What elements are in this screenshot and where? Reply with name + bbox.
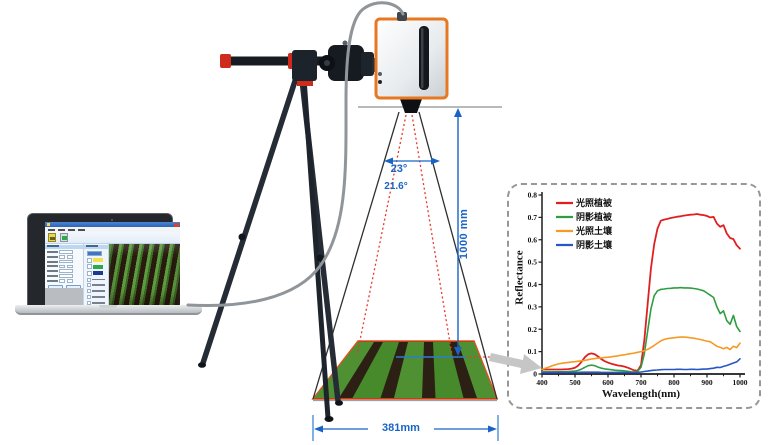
form-row [46, 259, 81, 264]
svg-text:光照土壤: 光照土壤 [575, 225, 613, 236]
height-dim-label: 1000 mm [458, 208, 470, 260]
settings-panel-footer [44, 288, 83, 306]
svg-text:0: 0 [533, 370, 537, 379]
app-body [44, 244, 180, 306]
class-color-swatch [93, 258, 103, 263]
option-row [86, 283, 108, 288]
open-file-icon [47, 233, 56, 242]
app-toolbar [44, 232, 180, 244]
laptop [15, 210, 207, 320]
inner-angle-label: 21.6° [384, 181, 408, 192]
svg-text:0.7: 0.7 [528, 213, 538, 222]
progress-bar [86, 251, 102, 256]
classify-panel [83, 244, 109, 306]
x-axis-label: Wavelength(nm) [601, 388, 681, 400]
option-row [86, 289, 108, 294]
app-title-bar [44, 222, 180, 227]
class-row [86, 270, 108, 276]
class-color-swatch [93, 264, 103, 269]
svg-text:0.4: 0.4 [528, 280, 538, 289]
svg-text:光照植被: 光照植被 [575, 197, 613, 208]
svg-text:600: 600 [602, 378, 614, 387]
close-icon [173, 222, 179, 227]
svg-text:800: 800 [668, 378, 680, 387]
laptop-base [15, 305, 202, 315]
svg-text:900: 900 [701, 378, 713, 387]
field-footprint [311, 340, 499, 402]
form-row [46, 274, 81, 278]
classify-panel-header [83, 245, 108, 249]
y-axis-label: Reflectance [513, 250, 526, 305]
form-row [46, 279, 81, 283]
app-menu-bar [44, 227, 180, 232]
class-row [86, 264, 108, 270]
acquisition-app-window [44, 222, 180, 306]
capture-icon [59, 233, 68, 242]
svg-text:0.6: 0.6 [528, 235, 538, 244]
spectra-chart-panel: 400 500 600 700 800 900 1000 0 0.1 0.2 0.3 0.4 0.5 0.… [507, 183, 761, 409]
spectrometer [374, 12, 449, 100]
fov-angle-label: 23° [390, 163, 408, 175]
crop-field-preview [108, 244, 180, 306]
svg-text:700: 700 [635, 378, 647, 387]
svg-text:0.5: 0.5 [528, 258, 538, 267]
svg-text:0.2: 0.2 [528, 325, 538, 334]
form-row [46, 264, 81, 269]
form-row [46, 269, 81, 273]
form-row [46, 250, 81, 254]
app-icon [46, 223, 50, 226]
width-dim-label: 381mm [370, 422, 432, 434]
tripod [198, 40, 432, 422]
data-cable [186, 1, 405, 307]
svg-text:阴影土壤: 阴影土壤 [576, 239, 613, 250]
svg-text:0.8: 0.8 [528, 191, 538, 200]
option-row [86, 294, 108, 299]
height-dimension [358, 106, 502, 358]
svg-text:0.3: 0.3 [528, 302, 538, 311]
svg-text:500: 500 [569, 378, 581, 387]
option-row [86, 277, 108, 282]
laptop-screen-bezel [27, 213, 180, 307]
settings-panel-header [44, 245, 83, 249]
settings-panel [44, 244, 84, 306]
svg-text:1000: 1000 [733, 378, 748, 387]
option-row [86, 300, 108, 305]
form-row [46, 255, 81, 259]
svg-text:400: 400 [536, 378, 548, 387]
class-row [86, 257, 108, 263]
reflectance-chart: 400 500 600 700 800 900 1000 0 0.1 0.2 0.3 0.4 0.5 0.… [528, 191, 748, 387]
class-color-swatch [93, 271, 103, 276]
webcam-dot [111, 219, 113, 221]
svg-text:0.1: 0.1 [528, 347, 538, 356]
laptop-notch [99, 305, 117, 308]
svg-text:阴影植被: 阴影植被 [576, 211, 613, 222]
